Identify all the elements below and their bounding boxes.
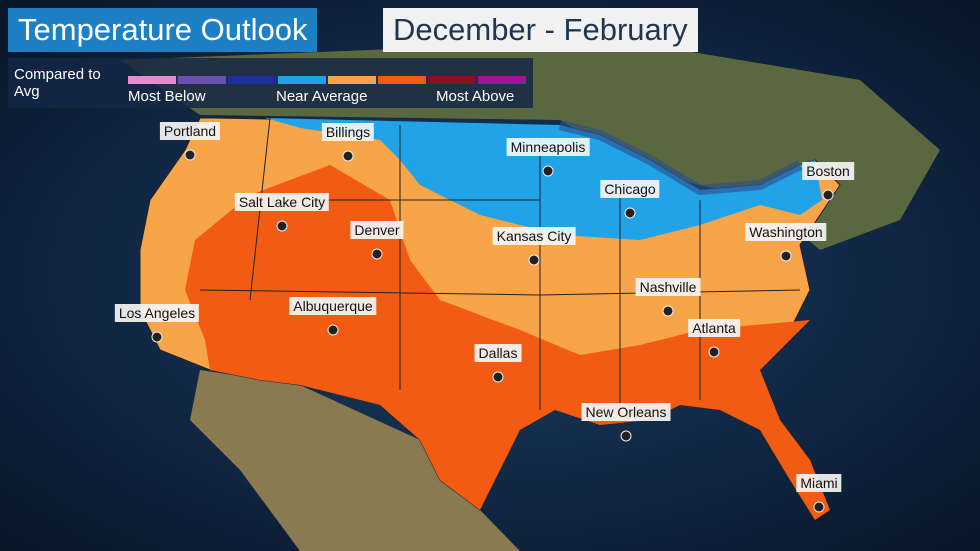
title: Temperature Outlook xyxy=(8,8,318,52)
legend-text: Most Below xyxy=(128,88,206,105)
city-dot xyxy=(542,165,554,177)
city-dot xyxy=(662,305,674,317)
city-dot xyxy=(327,324,339,336)
city-label: Boston xyxy=(802,162,854,180)
city-dot xyxy=(813,501,825,513)
legend-swatch xyxy=(178,76,226,84)
city-dot xyxy=(624,207,636,219)
city-label: Kansas City xyxy=(492,227,576,245)
city-label: Minneapolis xyxy=(506,138,590,156)
city-dot xyxy=(528,254,540,266)
city-dot xyxy=(276,220,288,232)
us-below-region xyxy=(265,118,822,240)
legend-swatch xyxy=(478,76,526,84)
city-dot xyxy=(151,331,163,343)
legend-swatch xyxy=(278,76,326,84)
city-label: Portland xyxy=(159,122,221,140)
legend-swatch xyxy=(328,76,376,84)
city-label: Washington xyxy=(745,223,827,241)
great-lakes xyxy=(558,120,803,196)
city-dot xyxy=(780,250,792,262)
city-label: New Orleans xyxy=(581,403,671,421)
city-dot xyxy=(492,371,504,383)
legend: Compared to Avg Most Below Near Average Mo… xyxy=(8,58,533,108)
city-label: Chicago xyxy=(600,180,660,198)
city-dot xyxy=(184,149,196,161)
city-label: Billings xyxy=(321,123,375,141)
city-label: Dallas xyxy=(474,344,522,362)
city-label: Salt Lake City xyxy=(234,193,330,211)
period: December - February xyxy=(383,8,698,52)
city-label: Los Angeles xyxy=(114,304,200,322)
city-dot xyxy=(371,248,383,260)
city-dot xyxy=(342,150,354,162)
us-above-region xyxy=(185,165,830,520)
city-label: Miami xyxy=(796,474,842,492)
legend-label: Compared to Avg xyxy=(14,66,101,100)
legend-text: Near Average xyxy=(276,88,368,105)
mexico xyxy=(190,370,520,551)
city-dot xyxy=(708,346,720,358)
legend-swatch xyxy=(428,76,476,84)
city-label: Atlanta xyxy=(688,319,740,337)
city-dot xyxy=(620,430,632,442)
city-label: Albuquerque xyxy=(289,297,377,315)
city-label: Denver xyxy=(350,221,404,239)
legend-swatch xyxy=(378,76,426,84)
legend-swatch xyxy=(228,76,276,84)
city-label: Nashville xyxy=(635,278,701,296)
legend-swatch xyxy=(128,76,176,84)
legend-text: Most Above xyxy=(436,88,515,105)
city-dot xyxy=(822,189,834,201)
